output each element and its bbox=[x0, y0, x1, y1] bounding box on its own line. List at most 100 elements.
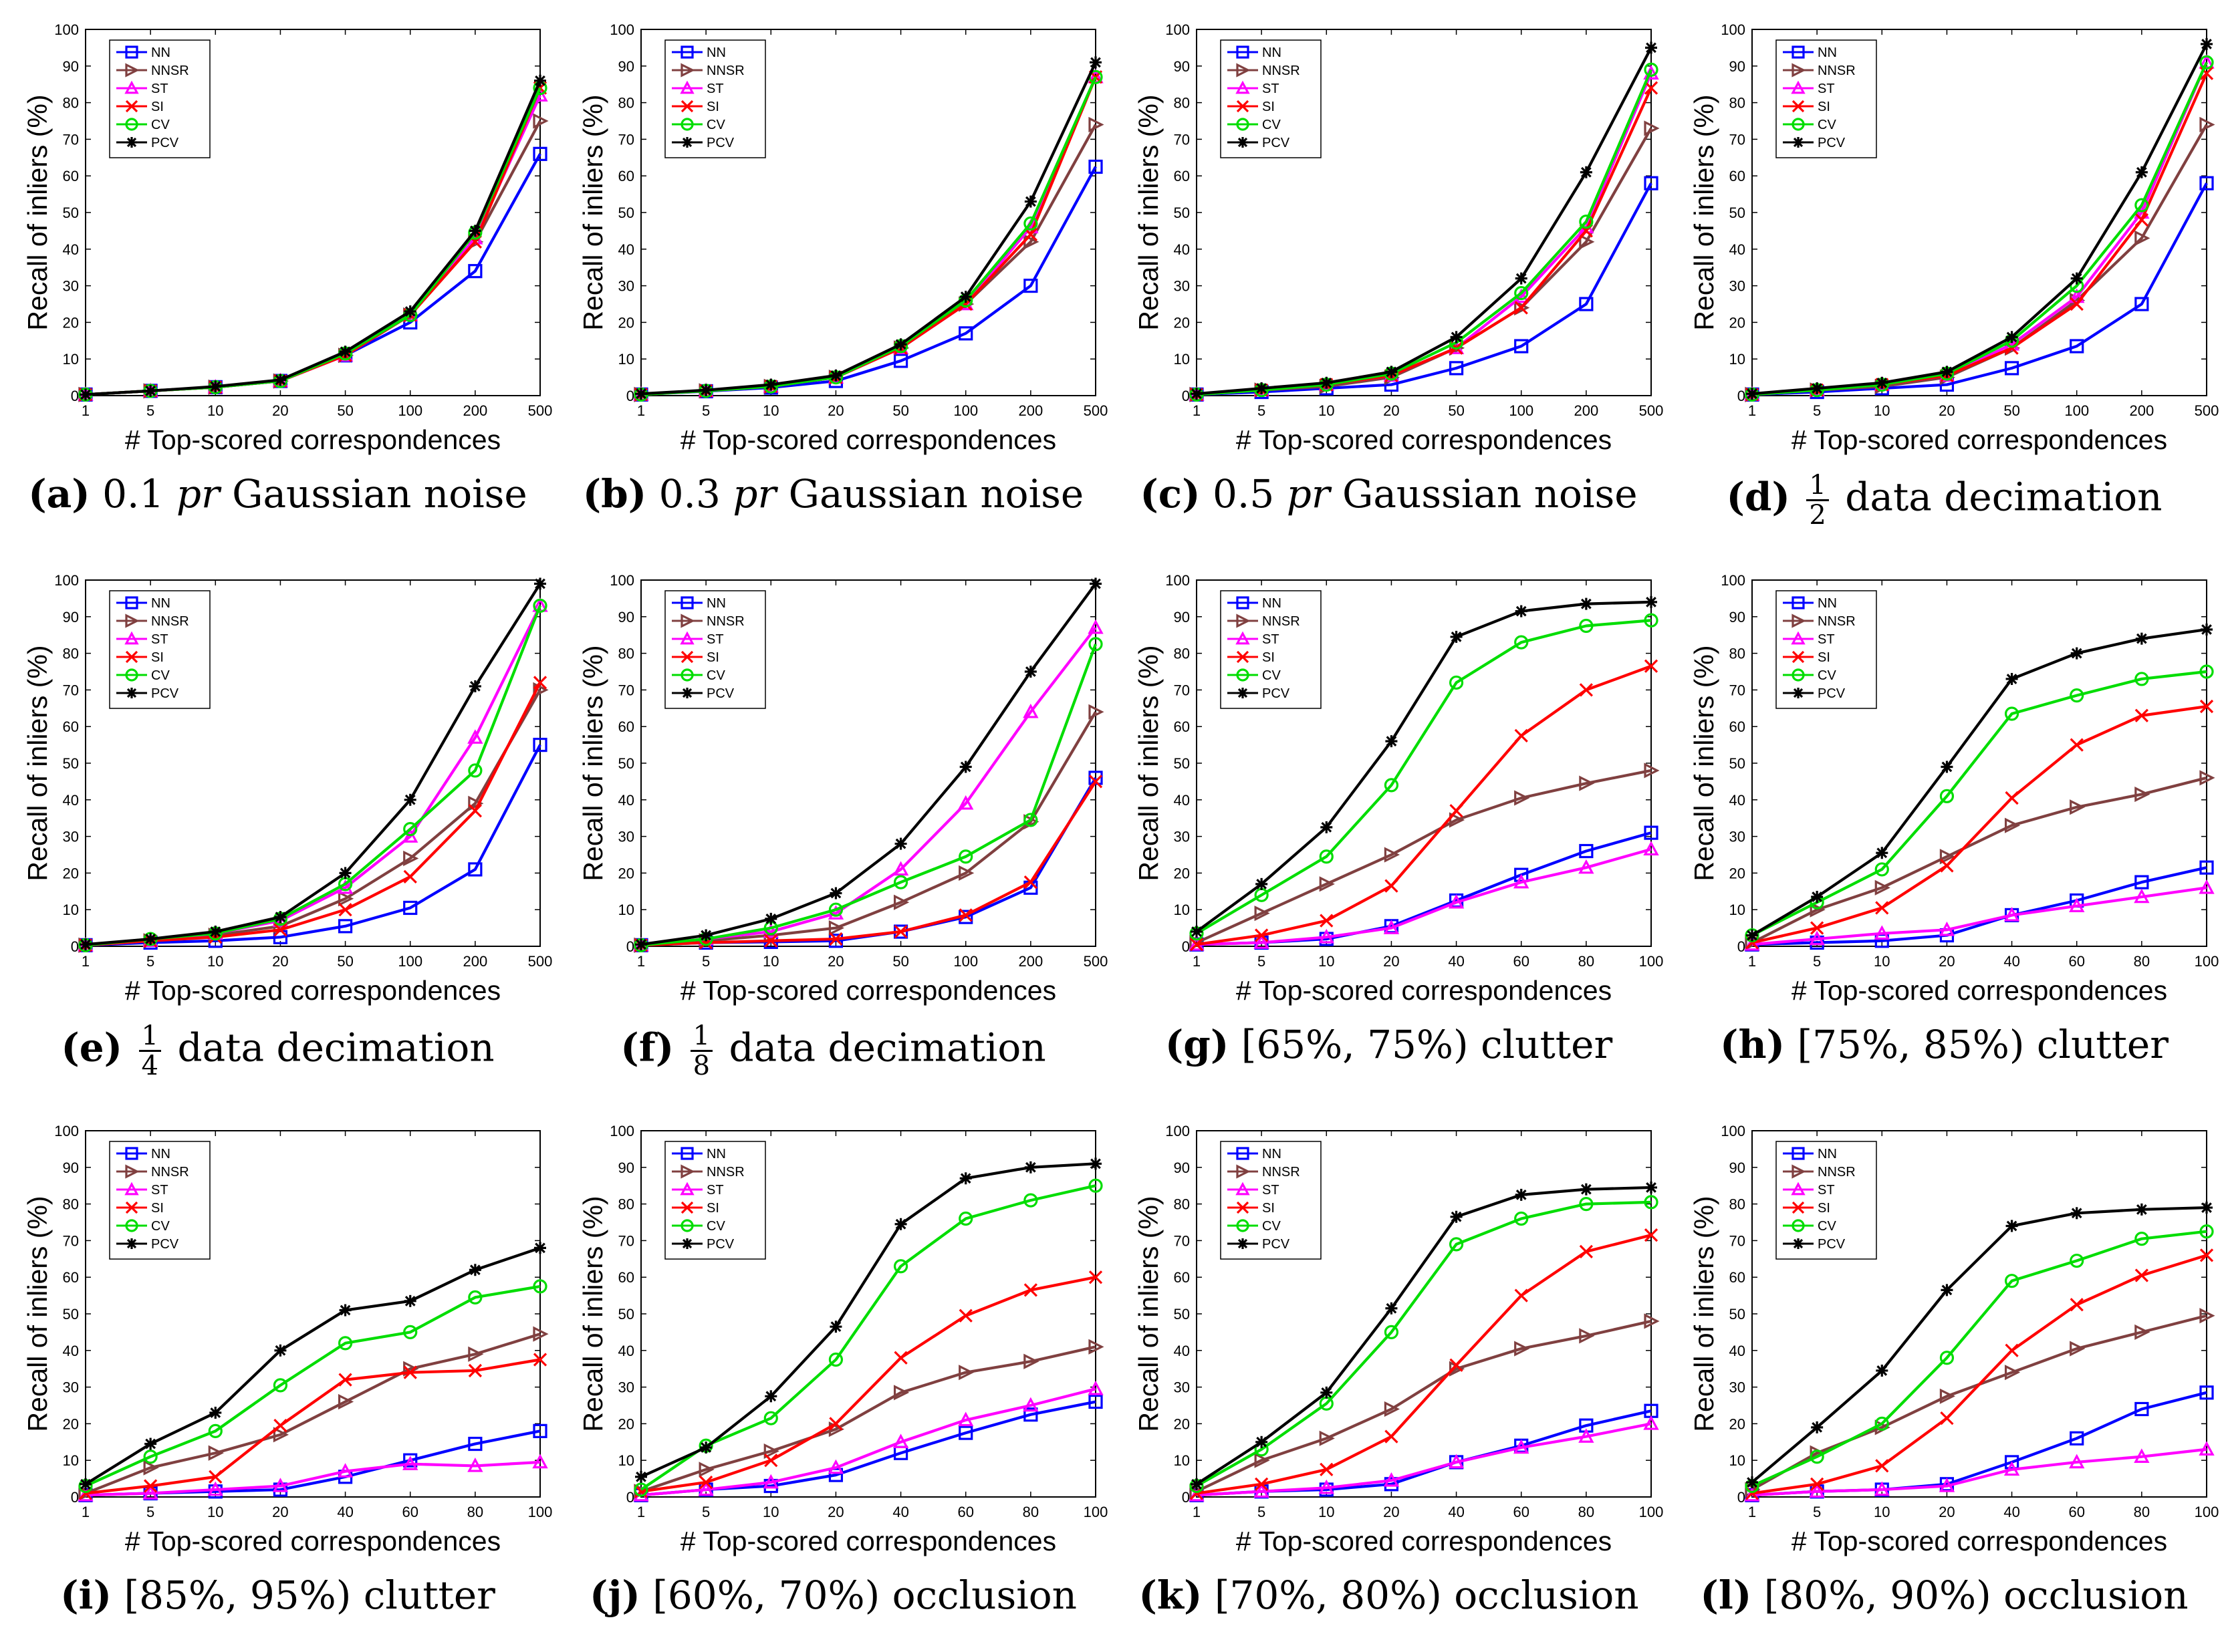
series-st bbox=[1189, 1415, 1659, 1502]
data-point bbox=[959, 865, 975, 881]
data-point bbox=[1810, 921, 1824, 935]
legend-item: ST bbox=[672, 80, 724, 96]
data-point bbox=[468, 1346, 484, 1362]
series-si bbox=[1745, 1248, 2214, 1500]
data-point bbox=[533, 598, 547, 613]
data-point bbox=[1383, 1472, 1400, 1487]
data-point bbox=[1874, 925, 1890, 940]
x-tick-label: 100 bbox=[953, 402, 978, 419]
x-tick-label: 100 bbox=[2195, 1504, 2219, 1520]
x-tick-label: 10 bbox=[1874, 402, 1890, 419]
legend-item: SI bbox=[1227, 650, 1275, 665]
y-tick-label: 10 bbox=[1174, 902, 1190, 918]
y-axis-label: Recall of inliers (%) bbox=[1133, 645, 1164, 881]
data-point bbox=[1876, 1364, 1888, 1377]
y-tick-label: 30 bbox=[1729, 278, 1745, 295]
data-point bbox=[1088, 1380, 1104, 1395]
data-point bbox=[1645, 595, 1657, 608]
y-axis-label: Recall of inliers (%) bbox=[22, 94, 53, 330]
x-tick-label: 500 bbox=[528, 402, 553, 419]
legend-item: CV bbox=[1783, 118, 1836, 132]
legend-item: SI bbox=[116, 100, 164, 114]
data-point bbox=[1320, 821, 1333, 833]
data-point bbox=[2134, 1324, 2150, 1340]
legend-box bbox=[1775, 1141, 1877, 1260]
series-si bbox=[78, 1353, 547, 1500]
data-point bbox=[209, 380, 222, 393]
legend: NN NNSR ST SI CV PCV bbox=[1220, 39, 1322, 158]
data-point bbox=[959, 1172, 972, 1185]
data-point bbox=[468, 862, 483, 877]
data-point bbox=[1449, 812, 1465, 828]
y-tick-label: 90 bbox=[63, 609, 79, 626]
legend-marker bbox=[681, 1164, 695, 1179]
x-tick-label: 80 bbox=[1578, 953, 1594, 970]
legend-label: ST bbox=[1818, 82, 1835, 96]
x-tick-label: 50 bbox=[892, 953, 908, 970]
chart-svg: 0 10 20 30 40 50 60 70 80 90 100 1 5 10 20 50 100 200 500 #… bbox=[22, 21, 553, 455]
legend-label: CV bbox=[1818, 668, 1836, 683]
data-point bbox=[1940, 859, 1954, 873]
data-point bbox=[1939, 921, 1955, 936]
data-point bbox=[1024, 195, 1037, 208]
legend-label: ST bbox=[1818, 632, 1835, 647]
legend-marker bbox=[125, 45, 138, 59]
legend: NN NNSR ST SI CV PCV bbox=[1220, 1141, 1322, 1260]
data-point bbox=[2199, 116, 2215, 133]
legend-item: PCV bbox=[1783, 1237, 1846, 1252]
legend-item: CV bbox=[672, 1219, 725, 1234]
y-tick-label: 80 bbox=[1729, 95, 1745, 112]
legend: NN NNSR ST SI CV PCV bbox=[1220, 590, 1322, 709]
data-point bbox=[1024, 1161, 1037, 1174]
x-axis-label: # Top-scored correspondences bbox=[1236, 975, 1612, 1006]
legend-marker bbox=[126, 688, 137, 698]
caption-text: Gaussian noise bbox=[1342, 471, 1638, 517]
x-tick-label: 1 bbox=[1748, 953, 1756, 970]
data-point bbox=[468, 1436, 483, 1452]
legend-box bbox=[1775, 590, 1877, 709]
x-tick-label: 10 bbox=[763, 1504, 779, 1520]
data-point bbox=[829, 1417, 843, 1431]
data-point bbox=[893, 894, 910, 910]
data-point bbox=[337, 1463, 354, 1478]
data-point bbox=[2199, 55, 2214, 70]
legend-label: NNSR bbox=[707, 1165, 745, 1180]
data-point bbox=[1384, 879, 1398, 893]
y-tick-label: 60 bbox=[1729, 168, 1745, 184]
data-point bbox=[1809, 930, 1825, 946]
data-point bbox=[1320, 1386, 1333, 1399]
legend-marker bbox=[124, 80, 139, 94]
data-point bbox=[533, 1353, 547, 1367]
legend-item: CV bbox=[1783, 668, 1836, 683]
legend-marker bbox=[1792, 613, 1806, 628]
legend-marker bbox=[125, 63, 140, 78]
data-point bbox=[1644, 659, 1658, 673]
series-line bbox=[1751, 1230, 2207, 1488]
y-tick-label: 60 bbox=[1174, 1269, 1190, 1286]
x-tick-label: 60 bbox=[2068, 953, 2084, 970]
y-axis-label: Recall of inliers (%) bbox=[578, 94, 608, 330]
x-tick-label: 60 bbox=[957, 1504, 973, 1520]
legend-label: CV bbox=[151, 118, 170, 132]
data-point bbox=[2134, 297, 2149, 311]
y-tick-label: 70 bbox=[63, 131, 79, 148]
series-line bbox=[85, 1284, 541, 1488]
data-point bbox=[1191, 388, 1203, 400]
data-point bbox=[1579, 775, 1595, 791]
data-point bbox=[273, 1427, 289, 1443]
series-cv bbox=[78, 1279, 547, 1494]
data-point bbox=[469, 1264, 481, 1276]
legend-marker bbox=[681, 100, 694, 113]
legend-item: PCV bbox=[1783, 686, 1846, 701]
data-point bbox=[2199, 1441, 2215, 1456]
legend-label: NNSR bbox=[1818, 63, 1856, 78]
legend-item: CV bbox=[1783, 1219, 1836, 1234]
series-line bbox=[640, 61, 1097, 396]
data-point bbox=[1644, 1313, 1660, 1329]
x-tick-label: 1 bbox=[1748, 1504, 1756, 1520]
legend-label: NN bbox=[1818, 1147, 1837, 1161]
data-point bbox=[468, 804, 482, 818]
x-tick-label: 200 bbox=[463, 953, 487, 970]
data-point bbox=[1023, 1407, 1038, 1422]
caption-value: 0.5 bbox=[1213, 471, 1287, 517]
